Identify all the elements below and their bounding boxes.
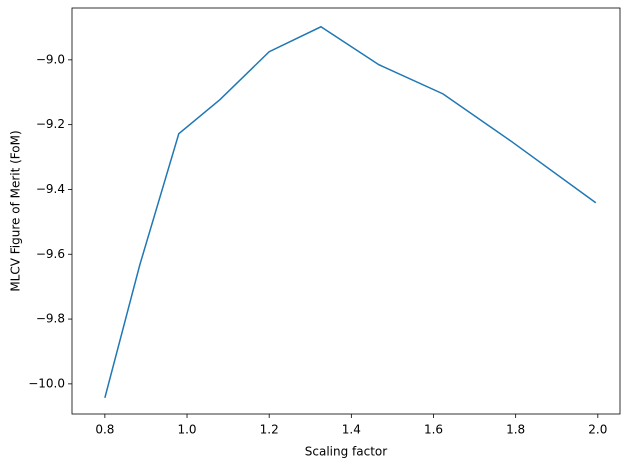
x-tick-label: 0.8 (95, 423, 114, 437)
x-tick-label: 1.2 (260, 423, 279, 437)
x-tick-label: 1.4 (342, 423, 361, 437)
y-tick-label: −9.0 (36, 52, 65, 66)
y-axis-label: MLCV Figure of Merit (FoM) (9, 130, 23, 291)
y-tick-label: −9.8 (36, 312, 65, 326)
x-axis-label: Scaling factor (305, 445, 387, 459)
y-tick-label: −9.2 (36, 117, 65, 131)
y-tick-label: −9.4 (36, 182, 65, 196)
line (104, 25, 597, 398)
x-tick-label: 1.8 (506, 423, 525, 437)
plot-frame (71, 7, 621, 415)
x-tick-label: 2.0 (588, 423, 607, 437)
y-tick-label: −9.6 (36, 247, 65, 261)
x-tick-label: 1.6 (424, 423, 443, 437)
y-tick-label: −10.0 (28, 376, 65, 390)
x-tick-label: 1.0 (177, 423, 196, 437)
